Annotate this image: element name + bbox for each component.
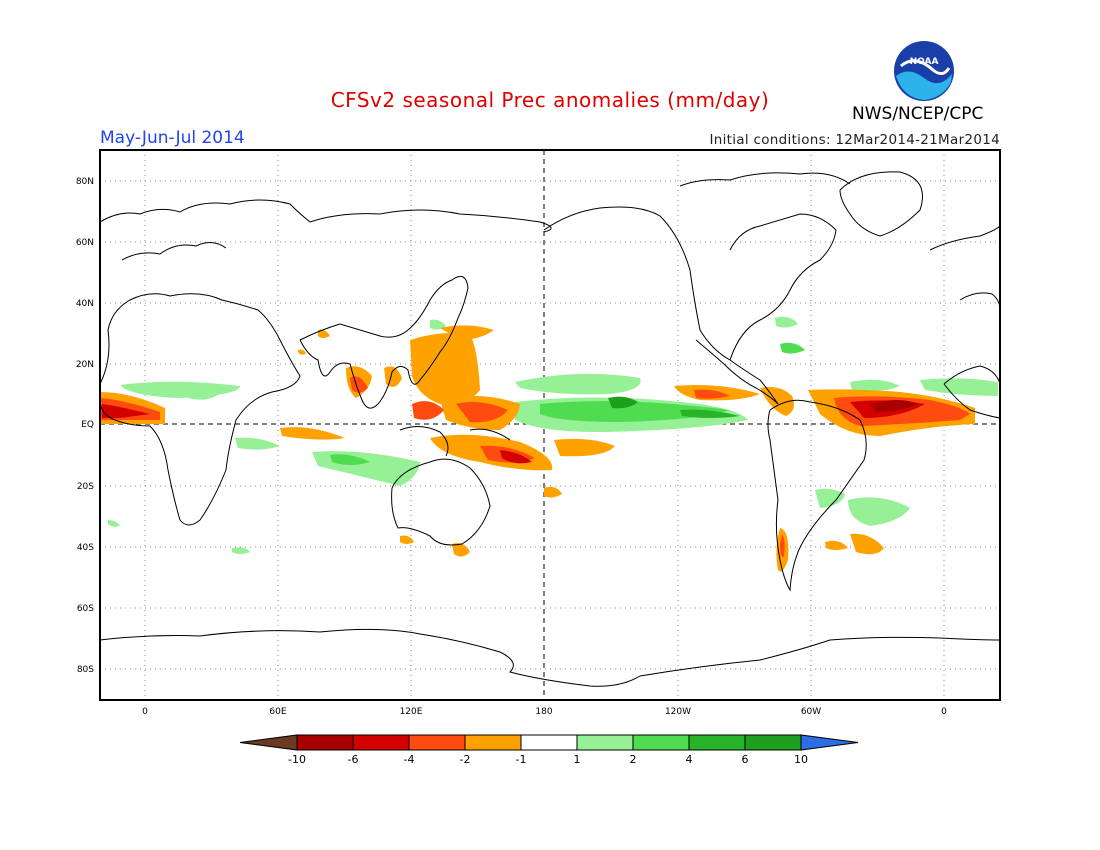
colorbar-segment	[408, 734, 466, 751]
logo-text: NOAA	[910, 57, 939, 67]
lat-label: 20S	[77, 482, 94, 492]
lon-label: 0	[142, 707, 148, 717]
lon-label: 120E	[400, 707, 423, 717]
colorbar-label: 2	[630, 753, 637, 766]
lat-label: 40N	[76, 299, 94, 309]
colorbar-label: 1	[574, 753, 581, 766]
lat-label: 80N	[76, 177, 94, 187]
colorbar-arrow-low	[239, 734, 298, 751]
colorbar-label: -4	[404, 753, 415, 766]
anomaly-fields	[100, 316, 998, 572]
colorbar-label: -2	[460, 753, 471, 766]
agency-label: NWS/NCEP/CPC	[852, 104, 984, 124]
colorbar-label: 4	[686, 753, 693, 766]
colorbar-label: 10	[794, 753, 808, 766]
colorbar-segment	[352, 734, 410, 751]
colorbar-arrow-high	[800, 734, 859, 751]
colorbar-segment	[520, 734, 578, 751]
colorbar-segment	[576, 734, 634, 751]
colorbar-segment	[688, 734, 746, 751]
noaa-logo: NOAA	[894, 41, 954, 101]
colorbar-label: -6	[348, 753, 359, 766]
lat-label: 60N	[76, 238, 94, 248]
lat-label: EQ	[81, 420, 94, 430]
colorbar-segment	[744, 734, 802, 751]
lon-label: 60W	[801, 707, 821, 717]
latitude-labels: 80N 60N 40N 20N EQ 20S 40S 60S 80S	[76, 177, 94, 675]
colorbar: -10 -6 -4 -2 -1 1 2 4 6 10	[239, 734, 859, 766]
coastlines	[99, 171, 1001, 687]
lat-label: 80S	[77, 665, 94, 675]
lat-label: 60S	[77, 604, 94, 614]
lat-label: 20N	[76, 360, 94, 370]
lat-label: 40S	[77, 543, 94, 553]
colorbar-label: 6	[742, 753, 749, 766]
lon-label: 180	[535, 707, 552, 717]
longitude-labels: 0 60E 120E 180 120W 60W 0	[142, 707, 947, 717]
lon-label: 120W	[665, 707, 691, 717]
forecast-period: May-Jun-Jul 2014	[100, 128, 245, 148]
colorbar-segment	[296, 734, 354, 751]
lon-label: 60E	[269, 707, 286, 717]
initial-conditions: Initial conditions: 12Mar2014-21Mar2014	[709, 132, 1000, 148]
colorbar-label: -1	[516, 753, 527, 766]
colorbar-segment	[464, 734, 522, 751]
lon-label: 0	[941, 707, 947, 717]
chart-title: CFSv2 seasonal Prec anomalies (mm/day)	[330, 88, 770, 112]
colorbar-segment	[632, 734, 690, 751]
colorbar-label: -10	[288, 753, 306, 766]
